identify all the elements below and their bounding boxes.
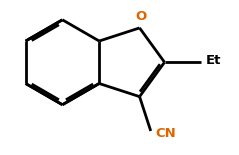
Text: O: O [136,10,147,23]
Text: CN: CN [156,127,177,140]
Text: Et: Et [206,54,221,67]
